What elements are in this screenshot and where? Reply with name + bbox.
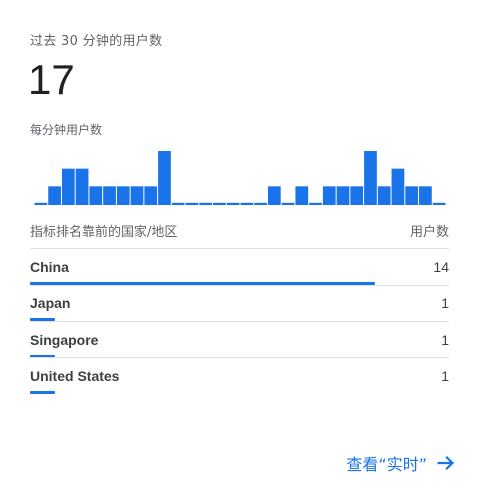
total-users-count: 17 [28,56,75,103]
column-header-country: 指标排名靠前的国家/地区 [30,225,178,240]
minute-bar[interactable] [75,168,89,205]
minute-bar[interactable] [254,202,267,205]
country-users: 1 [441,368,449,384]
minute-bar[interactable] [144,186,158,205]
minute-bar[interactable] [213,202,226,205]
minute-bar[interactable] [48,186,61,205]
row-divider [30,285,449,286]
table-row[interactable]: Japan 1 [30,288,449,324]
minute-bar[interactable] [322,186,336,205]
country-bar-track [30,318,375,321]
minute-bar[interactable] [171,202,185,205]
minute-bar[interactable] [405,186,419,205]
country-bar-fill [30,355,55,358]
minute-bar[interactable] [158,151,171,205]
users-per-minute-chart [34,145,446,205]
minute-bar[interactable] [130,186,144,205]
minute-bar[interactable] [419,186,432,205]
table-row[interactable]: China 14 [30,252,449,288]
view-realtime-label[interactable]: 查看“实时” [346,455,427,474]
minute-bar[interactable] [309,202,322,205]
country-name: United States [30,368,120,384]
minute-bar[interactable] [364,151,377,205]
country-name: Singapore [30,332,99,348]
table-header: 指标排名靠前的国家/地区 用户数 [30,221,449,241]
country-users: 14 [433,259,449,275]
country-bar-track [30,391,375,394]
minute-bar[interactable] [199,202,213,205]
country-bar-fill [30,391,55,394]
country-bar-track [30,355,375,358]
minute-bar[interactable] [89,186,103,205]
chart-title: 每分钟用户数 [30,123,103,137]
country-users: 1 [441,332,449,348]
country-users: 1 [441,295,449,311]
minute-bar[interactable] [336,186,350,205]
minute-bar[interactable] [267,186,281,205]
row-divider [30,321,449,322]
table-row[interactable]: Singapore 1 [30,325,449,361]
minute-bar[interactable] [240,202,254,205]
bar-chart-svg [34,151,446,205]
minute-bar[interactable] [103,186,116,205]
minute-bar[interactable] [391,168,405,205]
minute-bar[interactable] [61,168,75,205]
minute-bar[interactable] [34,202,48,205]
card-title: 过去 30 分钟的用户数 [30,34,163,49]
minute-bar[interactable] [281,202,295,205]
country-bar-fill [30,282,375,285]
minute-bar[interactable] [432,202,446,205]
arrow-right-icon[interactable] [435,452,457,474]
header-divider [30,248,449,249]
country-bar-fill [30,318,55,321]
country-name: Japan [30,295,71,311]
country-name: China [30,259,69,275]
minute-bar[interactable] [295,186,309,205]
row-divider [30,357,449,358]
minute-bar[interactable] [116,186,130,205]
view-realtime-link[interactable]: 查看“实时” [346,450,457,476]
minute-bar[interactable] [226,202,240,205]
table-row[interactable]: United States 1 [30,361,449,397]
minute-bar[interactable] [350,186,364,205]
country-bar-track [30,282,375,285]
column-header-users: 用户数 [409,225,449,240]
minute-bar[interactable] [185,202,199,205]
minute-bar[interactable] [377,186,391,205]
